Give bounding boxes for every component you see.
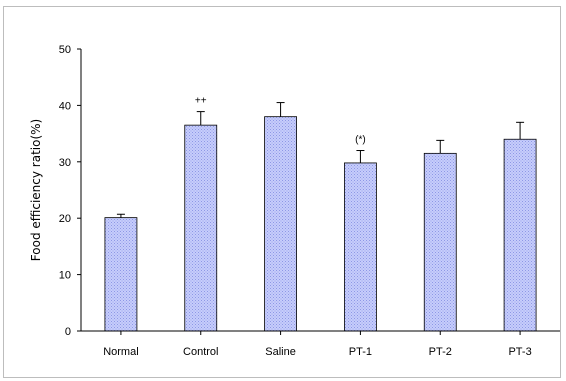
y-tick-label: 20 xyxy=(59,213,71,225)
significance-mark: (*) xyxy=(355,135,366,146)
y-tick-label: 0 xyxy=(65,326,71,338)
bar-pt-3 xyxy=(503,138,537,332)
bar-pt-2 xyxy=(423,152,457,332)
y-tick-label: 30 xyxy=(59,157,71,169)
y-axis: 0 10 20 30 40 50 xyxy=(59,44,82,338)
bar-normal xyxy=(104,217,138,332)
x-tick-label: Control xyxy=(183,346,218,358)
significance-mark: ++ xyxy=(195,96,207,107)
y-tick-label: 50 xyxy=(59,44,71,56)
x-tick-label: PT-1 xyxy=(349,346,372,358)
y-tick-label: 40 xyxy=(59,100,71,112)
x-axis: Normal Control Saline PT-1 PT-2 PT-3 xyxy=(81,330,560,358)
x-tick-label: PT-3 xyxy=(508,346,531,358)
x-tick-label: Normal xyxy=(103,346,138,358)
bar-saline xyxy=(264,116,297,332)
bar-pt-1 xyxy=(344,162,377,332)
x-tick-label: PT-2 xyxy=(429,346,452,358)
x-tick-label: Saline xyxy=(265,346,296,358)
bar-control xyxy=(184,124,218,332)
y-axis-label: Food efficiency ratio(%) xyxy=(29,119,43,261)
bars: ++ (*) xyxy=(104,96,537,332)
y-tick-label: 10 xyxy=(59,270,71,282)
